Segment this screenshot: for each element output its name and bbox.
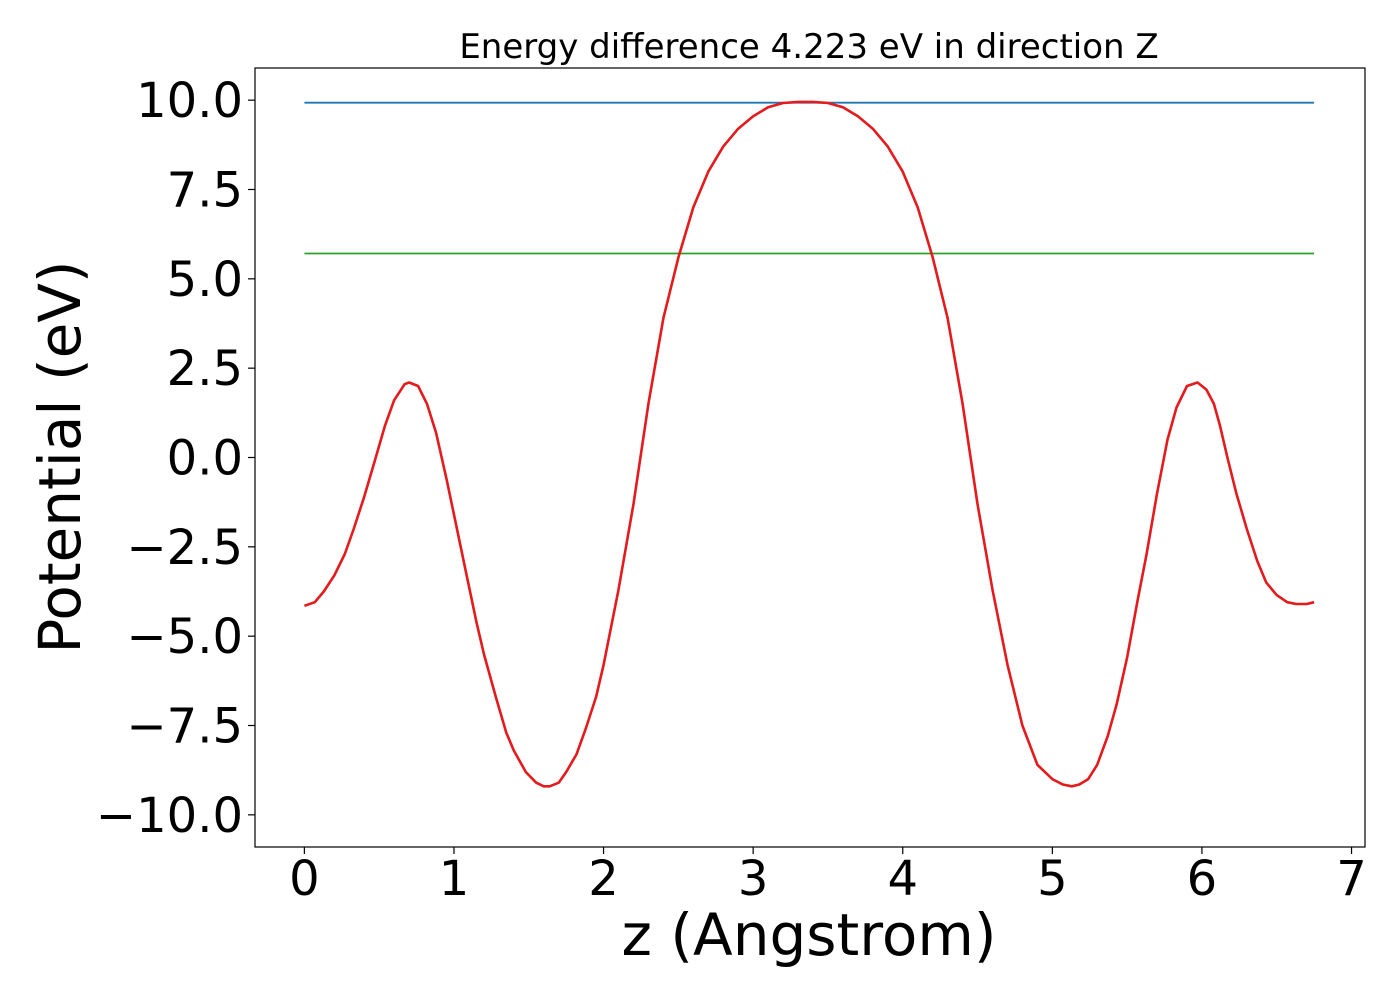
y-axis: 10.0 7.5 5.0 2.5 0.0 −2.5 −5.0 −7.5 −10.0 <box>96 73 255 844</box>
y-tick-label: −2.5 <box>126 520 243 576</box>
y-tick-label: 7.5 <box>167 162 243 218</box>
y-tick-label: 2.5 <box>167 341 243 397</box>
y-tick-label: 0.0 <box>167 431 243 487</box>
y-tick-label: 10.0 <box>136 73 243 129</box>
plot-lines <box>303 100 1315 788</box>
y-tick-label: −10.0 <box>96 788 243 844</box>
y-axis-label: Potential (eV) <box>26 260 94 653</box>
series-line-2 <box>303 100 1315 788</box>
y-tick-label: −5.0 <box>126 609 243 665</box>
x-tick-label: 4 <box>887 851 918 907</box>
x-tick-label: 7 <box>1336 851 1367 907</box>
x-tick-label: 3 <box>738 851 769 907</box>
x-axis: 0 1 2 3 4 5 6 7 <box>289 847 1367 907</box>
y-tick-label: −7.5 <box>126 699 243 755</box>
x-tick-label: 6 <box>1187 851 1218 907</box>
chart-title: Energy difference 4.223 eV in direction … <box>459 27 1158 67</box>
x-axis-label: z (Angstrom) <box>622 901 997 969</box>
plot-frame <box>254 67 1366 848</box>
x-tick-label: 1 <box>439 851 470 907</box>
y-tick-label: 5.0 <box>167 252 243 308</box>
x-tick-label: 5 <box>1037 851 1068 907</box>
x-tick-label: 0 <box>289 851 320 907</box>
x-tick-label: 2 <box>588 851 619 907</box>
